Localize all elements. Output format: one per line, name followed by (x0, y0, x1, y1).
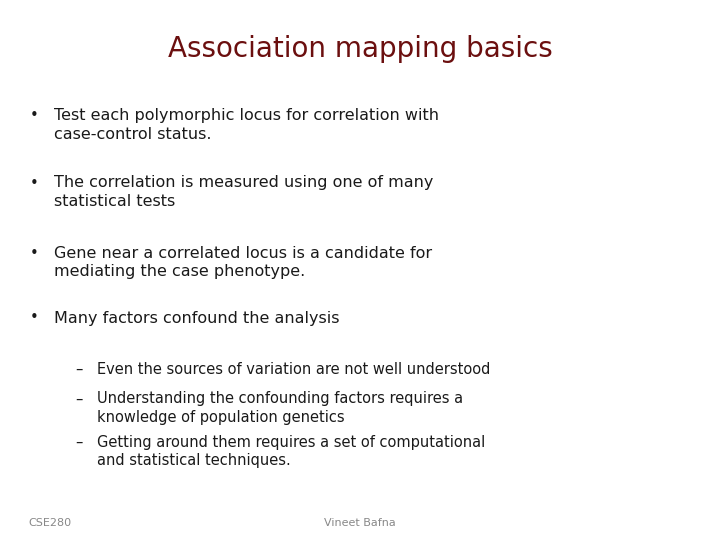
Text: The correlation is measured using one of many
statistical tests: The correlation is measured using one of… (54, 176, 433, 209)
Text: Association mapping basics: Association mapping basics (168, 35, 552, 63)
Text: Test each polymorphic locus for correlation with
case-control status.: Test each polymorphic locus for correlat… (54, 108, 439, 141)
Text: •: • (30, 176, 39, 191)
Text: Even the sources of variation are not well understood: Even the sources of variation are not we… (97, 362, 490, 377)
Text: Vineet Bafna: Vineet Bafna (324, 518, 396, 528)
Text: Getting around them requires a set of computational
and statistical techniques.: Getting around them requires a set of co… (97, 435, 485, 468)
Text: CSE280: CSE280 (29, 518, 72, 528)
Text: •: • (30, 108, 39, 123)
Text: –: – (76, 392, 83, 407)
Text: –: – (76, 362, 83, 377)
Text: •: • (30, 246, 39, 261)
Text: •: • (30, 310, 39, 326)
Text: –: – (76, 435, 83, 450)
Text: Gene near a correlated locus is a candidate for
mediating the case phenotype.: Gene near a correlated locus is a candid… (54, 246, 432, 279)
Text: Understanding the confounding factors requires a
knowledge of population genetic: Understanding the confounding factors re… (97, 392, 464, 425)
Text: Many factors confound the analysis: Many factors confound the analysis (54, 310, 340, 326)
